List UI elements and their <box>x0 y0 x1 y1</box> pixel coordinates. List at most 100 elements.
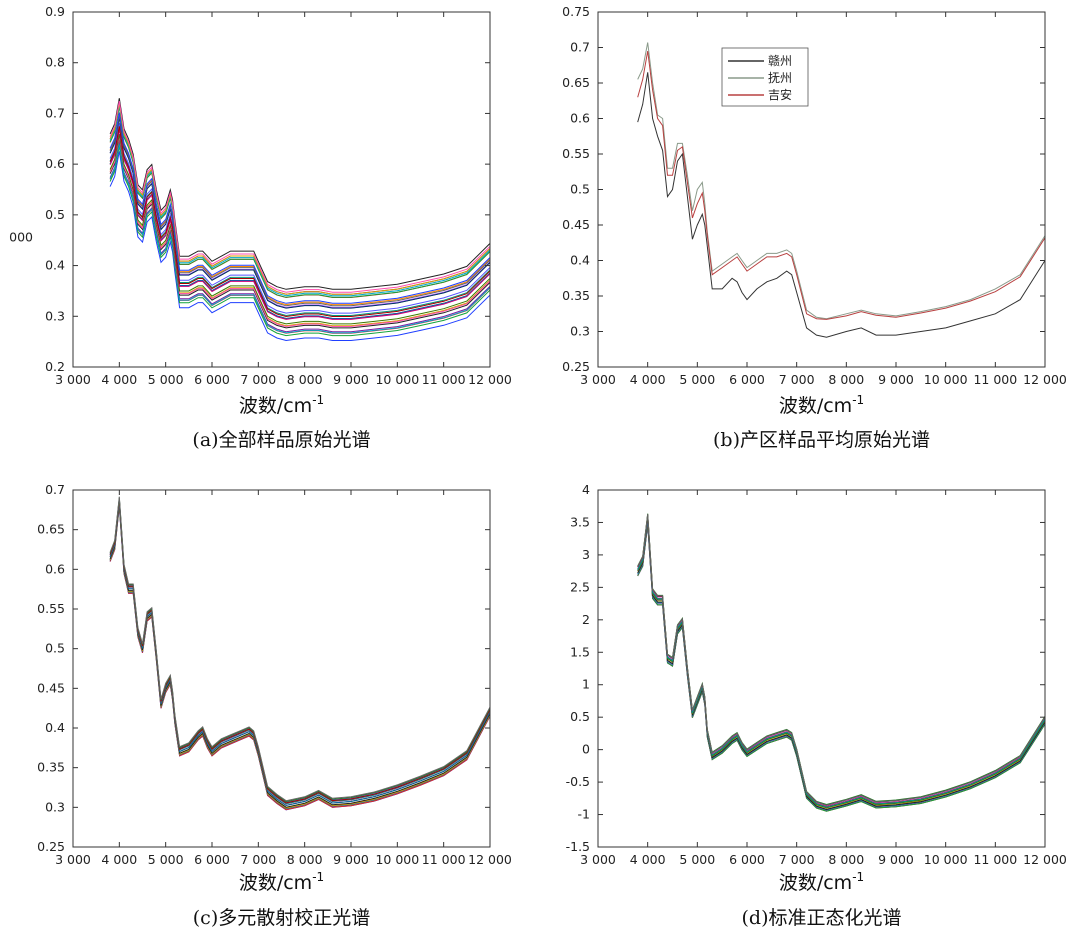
sample-line-25 <box>109 104 490 297</box>
sample-line-3 <box>109 146 490 337</box>
x-tick-label: 8 000 <box>828 372 864 387</box>
y-tick-label: 2 <box>582 612 590 627</box>
sample-line-10 <box>109 501 490 806</box>
x-tick-label: 6 000 <box>729 372 765 387</box>
x-tick-label: 9 000 <box>333 852 369 867</box>
y-tick-label: 0.45 <box>562 217 590 232</box>
x-tick-label: 12 000 <box>468 852 512 867</box>
sample-line-7 <box>637 521 1045 811</box>
y-tick-label: 0.5 <box>45 207 65 222</box>
axes-frame <box>72 11 491 368</box>
y-tick-label: 0.2 <box>45 359 65 374</box>
sample-line-13 <box>637 515 1045 806</box>
panel-caption: (c)多元散射校正光谱 <box>193 907 370 929</box>
sample-line-14 <box>109 498 490 804</box>
sample-line-3 <box>637 524 1045 812</box>
x-tick-label: 4 000 <box>630 852 666 867</box>
y-tick-label: -1 <box>578 807 590 822</box>
stray-tick-label: 000 <box>9 230 33 245</box>
y-tick-label: 0.3 <box>570 324 590 339</box>
chart-panel-3: 3 000 4 000 5 000 6 000 7 000 8 000 9 000 10 00… <box>37 482 512 929</box>
y-tick-label: 4 <box>582 482 590 497</box>
sample-line-4 <box>109 504 490 809</box>
x-tick-label: 11 000 <box>422 372 466 387</box>
y-tick-label: 0.8 <box>45 55 65 70</box>
sample-line-12 <box>109 499 490 805</box>
x-tick-label: 8 000 <box>287 852 323 867</box>
y-tick-label: 0.7 <box>45 482 65 497</box>
sample-line-9 <box>637 518 1045 809</box>
sample-line-5 <box>637 521 1045 811</box>
sample-line-21 <box>109 112 490 304</box>
y-tick-label: 0.65 <box>562 75 590 90</box>
sample-line-12 <box>637 517 1045 808</box>
sample-line-14 <box>637 514 1045 806</box>
y-tick-label: 0.5 <box>570 182 590 197</box>
x-tick-label: 10 000 <box>924 372 968 387</box>
x-tick-label: 11 000 <box>422 852 466 867</box>
y-tick-label: 3.5 <box>570 514 590 529</box>
plot-area <box>109 98 490 342</box>
sample-line-4 <box>109 142 490 333</box>
plot-area <box>109 496 490 811</box>
y-tick-label: 0.4 <box>45 258 65 273</box>
sample-line-12 <box>109 129 490 320</box>
x-tick-label: 3 000 <box>580 852 616 867</box>
y-tick-label: 0.4 <box>45 720 65 735</box>
sample-line-9 <box>109 134 490 325</box>
sample-line-23 <box>109 106 490 298</box>
x-axis-label: 波数/cm-1 <box>239 393 324 417</box>
sample-line-1 <box>109 151 490 342</box>
sample-line-8 <box>109 136 490 328</box>
y-tick-label: 3 <box>582 547 590 562</box>
plot-area <box>637 42 1045 338</box>
y-tick-label: 0.9 <box>45 4 65 19</box>
x-tick-label: 10 000 <box>375 372 419 387</box>
legend-label: 赣州 <box>768 54 792 68</box>
x-tick-label: 7 000 <box>240 372 276 387</box>
sample-line-16 <box>637 513 1045 806</box>
sample-line-5 <box>109 504 490 809</box>
sample-line-11 <box>109 499 490 805</box>
x-tick-label: 10 000 <box>375 852 419 867</box>
x-tick-label: 12 000 <box>468 372 512 387</box>
sample-line-7 <box>109 503 490 808</box>
y-tick-label: 0.4 <box>570 253 590 268</box>
y-tick-label: 0.55 <box>37 601 65 616</box>
axes-frame <box>597 11 1046 368</box>
panel-caption: (a)全部样品原始光谱 <box>192 429 370 451</box>
sample-line-15 <box>109 497 490 803</box>
x-tick-label: 6 000 <box>729 852 765 867</box>
sample-line-9 <box>109 501 490 807</box>
x-tick-label: 3 000 <box>580 372 616 387</box>
sample-line-2 <box>637 524 1045 812</box>
y-tick-label: 0 <box>582 742 590 757</box>
x-tick-label: 5 000 <box>679 372 715 387</box>
x-tick-label: 10 000 <box>924 852 968 867</box>
sample-line-15 <box>109 126 490 318</box>
sample-line-27 <box>109 98 490 290</box>
panel-caption: (b)产区样品平均原始光谱 <box>713 429 930 451</box>
x-tick-label: 8 000 <box>828 852 864 867</box>
x-tick-label: 8 000 <box>287 372 323 387</box>
plot-area <box>637 513 1045 812</box>
x-tick-label: 9 000 <box>333 372 369 387</box>
x-tick-label: 11 000 <box>973 852 1017 867</box>
y-tick-label: 0.55 <box>562 146 590 161</box>
chart-panel-2: 3 000 4 000 5 000 6 000 7 000 8 000 9 000 10 00… <box>562 4 1067 451</box>
axes-frame <box>597 489 1046 848</box>
y-tick-label: 0.6 <box>45 561 65 576</box>
y-tick-label: 0.65 <box>37 522 65 537</box>
y-tick-label: 1 <box>582 677 590 692</box>
sample-line-15 <box>637 513 1045 806</box>
x-tick-label: 6 000 <box>194 372 230 387</box>
x-tick-label: 5 000 <box>148 852 184 867</box>
x-tick-label: 6 000 <box>194 852 230 867</box>
sample-line-1 <box>637 524 1045 812</box>
x-axis-label: 波数/cm-1 <box>779 393 864 417</box>
x-tick-label: 9 000 <box>878 852 914 867</box>
y-tick-label: 0.7 <box>570 40 590 55</box>
y-tick-label: 1.5 <box>570 644 590 659</box>
legend-box <box>721 47 809 107</box>
